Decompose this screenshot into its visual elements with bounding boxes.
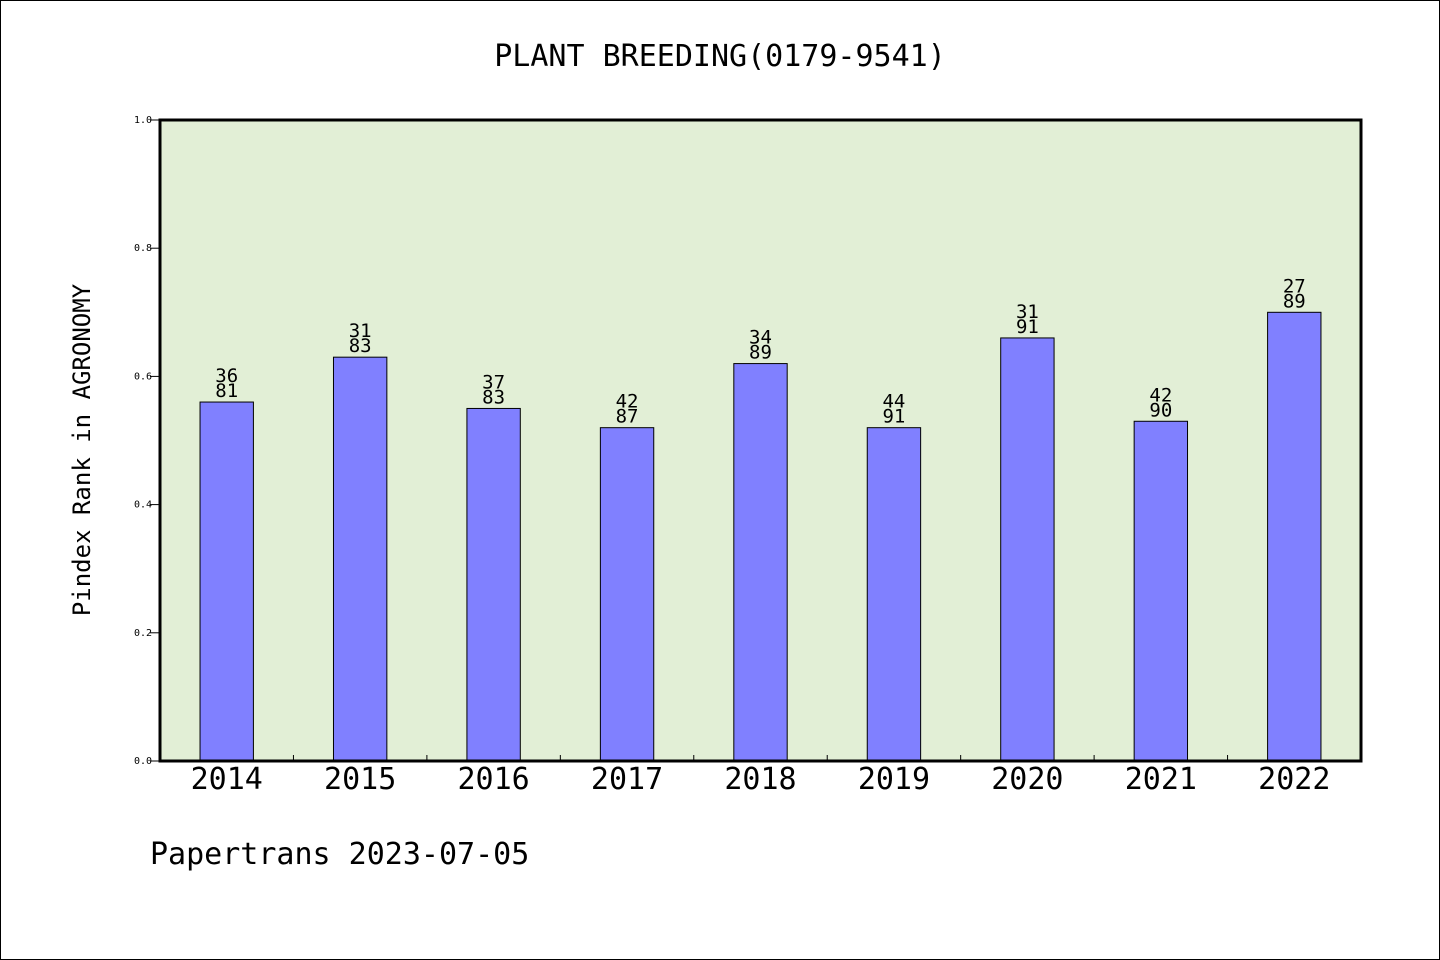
- bar-2014: [199, 401, 254, 762]
- bar-label-top-2014: 36: [215, 365, 238, 387]
- bar-label-bottom-2021: 90: [1149, 399, 1172, 421]
- bar-label-top-2019: 44: [882, 391, 905, 413]
- bar-label-bottom-2019: 91: [882, 406, 905, 428]
- bar-label-bottom-2022: 89: [1283, 290, 1306, 312]
- y-axis-ticks: 0.0 0.2 0.4 0.6 0.8 1.0: [134, 115, 160, 767]
- bars-group: [199, 311, 1322, 762]
- bar-2020: [1000, 337, 1055, 762]
- y-tick-label-0.2: 0.2: [134, 628, 152, 639]
- bar-label-top-2021: 42: [1149, 384, 1172, 406]
- y-tick-label-0.8: 0.8: [134, 243, 152, 254]
- bar-2015: [332, 356, 388, 762]
- bar-2018: [733, 363, 788, 762]
- plot-border: [158, 118, 1363, 763]
- bar-2021: [1133, 420, 1189, 762]
- x-tick-label-2021: 2021: [1125, 762, 1197, 797]
- x-tick-label-2014: 2014: [191, 762, 263, 797]
- bar-label-top-2020: 31: [1016, 301, 1039, 323]
- x-tick-label-2019: 2019: [858, 762, 930, 797]
- y-tick-label-0.6: 0.6: [134, 371, 152, 382]
- x-tick-label-2015: 2015: [324, 762, 396, 797]
- y-tick-label-1.0: 1.0: [134, 115, 152, 126]
- y-axis-label: Pindex Rank in AGRONOMY: [68, 283, 96, 616]
- x-tick-label-2022: 2022: [1258, 762, 1330, 797]
- x-tick-label-2016: 2016: [457, 762, 529, 797]
- x-tick-label-2017: 2017: [591, 762, 663, 797]
- bar-2016: [466, 407, 521, 762]
- bar-2017: [599, 427, 655, 762]
- bar-label-top-2017: 42: [616, 391, 639, 413]
- bar-label-top-2016: 37: [482, 371, 505, 393]
- bar-label-bottom-2017: 87: [616, 406, 639, 428]
- bar-label-bottom-2020: 91: [1016, 316, 1039, 338]
- y-tick-label-0.4: 0.4: [134, 500, 152, 511]
- x-axis-ticks: 2014 2015 2016 2017 2018 2019 2020 2021 2022: [191, 755, 1330, 797]
- bar-label-top-2018: 34: [749, 327, 772, 349]
- bar-label-bottom-2018: 89: [749, 342, 772, 364]
- x-tick-label-2020: 2020: [991, 762, 1063, 797]
- bar-label-bottom-2016: 83: [482, 386, 505, 408]
- y-tick-label-0.0: 0.0: [134, 756, 152, 767]
- bar-2022: [1267, 311, 1322, 762]
- bar-label-bottom-2014: 81: [215, 380, 238, 402]
- x-tick-label-2018: 2018: [724, 762, 796, 797]
- bar-label-top-2015: 31: [349, 320, 372, 342]
- bar-label-top-2022: 27: [1283, 275, 1306, 297]
- bar-2019: [866, 427, 922, 762]
- bar-label-bottom-2015: 83: [349, 335, 372, 357]
- chart-title: PLANT BREEDING(0179-9541): [494, 39, 946, 74]
- footer-credit: Papertrans 2023-07-05: [150, 837, 529, 872]
